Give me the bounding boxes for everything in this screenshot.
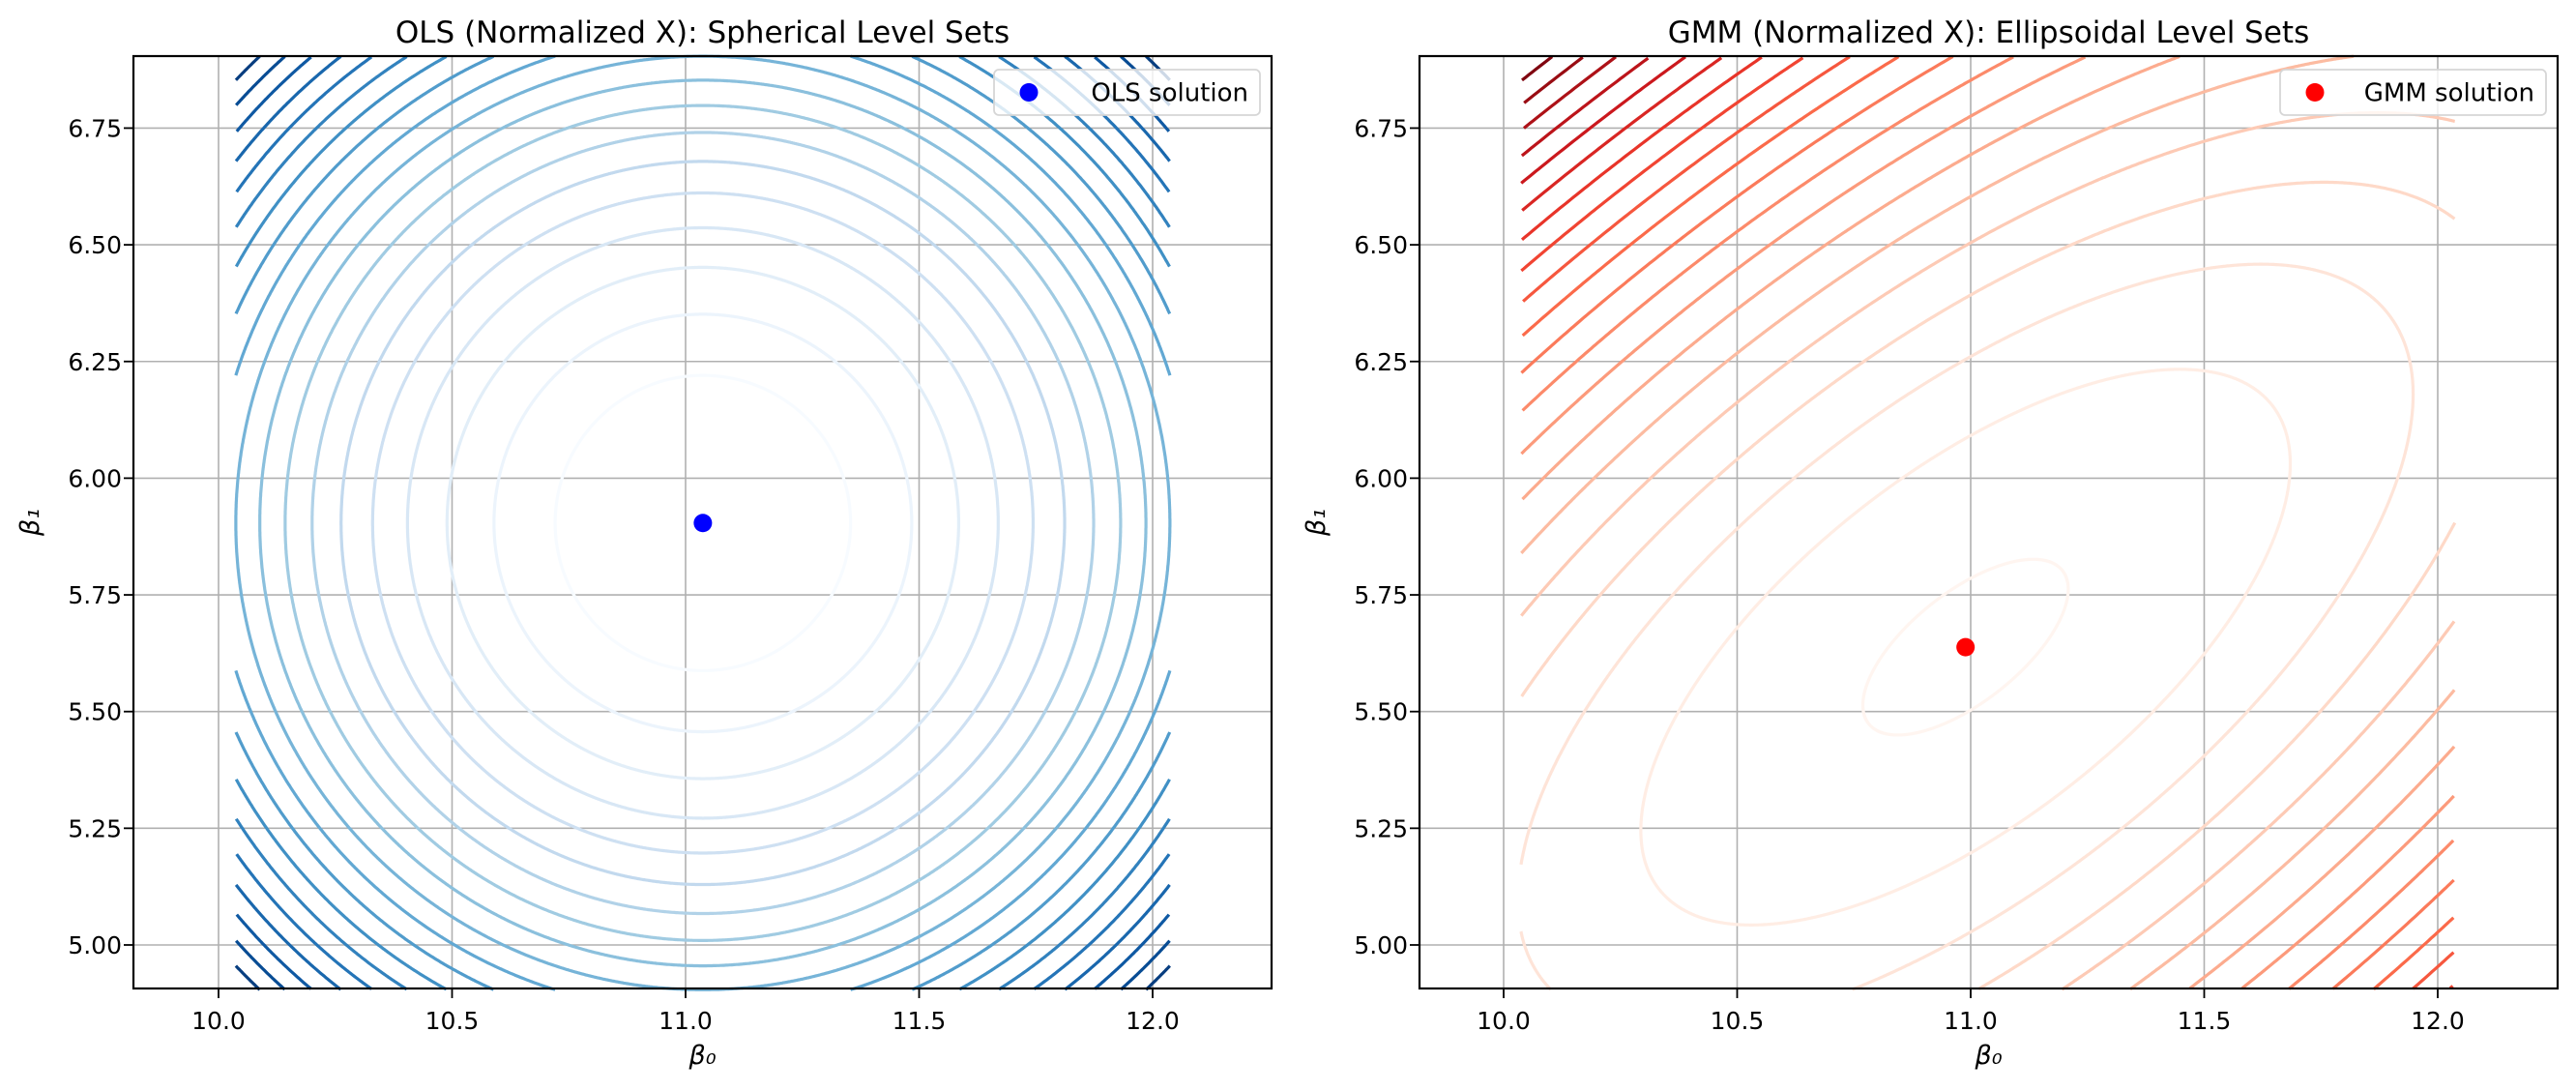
legend: OLS solution xyxy=(993,69,1261,116)
contour-level xyxy=(553,373,853,672)
ols-solution-marker xyxy=(693,514,713,533)
x-tick-label: 11.0 xyxy=(1944,1007,1998,1035)
x-tick-label: 12.0 xyxy=(1126,1007,1180,1035)
contour-level xyxy=(234,55,1171,991)
axes-frame xyxy=(1418,54,2560,990)
chart-title: GMM (Normalized X): Ellipsoidal Level Se… xyxy=(1668,15,2309,50)
legend-label: OLS solution xyxy=(1091,79,1248,108)
x-tick-label: 10.0 xyxy=(1477,1007,1531,1035)
x-axis-label: β₀ xyxy=(688,1041,716,1071)
y-tick-label: 6.75 xyxy=(1354,114,1408,142)
x-tick-label: 11.5 xyxy=(2178,1007,2232,1035)
y-axis-label: β₁ xyxy=(15,509,45,537)
contour-level xyxy=(258,78,1148,968)
contour-level xyxy=(1520,55,2455,989)
contour-level xyxy=(1520,55,1763,242)
x-tick-label: 10.5 xyxy=(425,1007,480,1035)
contour-level xyxy=(492,312,914,734)
contour-level xyxy=(234,55,1171,991)
legend-box xyxy=(2279,69,2547,116)
contour-level xyxy=(234,55,1171,991)
y-axis-label: β₁ xyxy=(1302,509,1332,537)
contour-level xyxy=(339,160,1067,887)
y-tick-label: 5.00 xyxy=(68,931,122,959)
grid xyxy=(1420,56,2558,988)
contour-level xyxy=(235,55,1171,990)
y-tick-label: 6.50 xyxy=(1354,231,1408,259)
x-axis-label: β₀ xyxy=(1974,1041,2002,1071)
contour-level xyxy=(283,103,1123,942)
gmm-solution-marker xyxy=(1956,637,1976,657)
contour-level xyxy=(234,54,1172,991)
contour-level xyxy=(1520,56,1650,158)
contour-level xyxy=(1521,55,2455,990)
gmm-contour-panel: 10.0 10.5 11.0 11.5 12.0 5.00 5.25 5.50 5.75 6.00… xyxy=(1302,15,2560,1071)
x-tick-label: 11.0 xyxy=(659,1007,713,1035)
x-tick-label: 10.0 xyxy=(191,1007,246,1035)
contour-level xyxy=(370,191,1035,855)
y-tick-label: 6.00 xyxy=(68,464,122,492)
contour-level xyxy=(1639,368,2293,927)
x-tick-label: 11.5 xyxy=(893,1007,947,1035)
y-tick-label: 6.00 xyxy=(1354,464,1408,492)
contour-level xyxy=(405,225,1000,820)
x-tick-label: 10.5 xyxy=(1711,1007,1765,1035)
y-tick-label: 5.50 xyxy=(68,698,122,726)
y-tick-label: 5.50 xyxy=(1354,698,1408,726)
contour-level xyxy=(1519,262,2415,991)
legend-marker xyxy=(2305,83,2325,102)
plot-area xyxy=(1420,56,2558,988)
contour-level xyxy=(1521,55,2455,990)
chart-title: OLS (Normalized X): Spherical Level Sets xyxy=(395,15,1010,50)
contour-level xyxy=(445,265,960,781)
contour-level xyxy=(1520,55,2455,990)
legend-label: GMM solution xyxy=(2364,79,2534,108)
contour-lines xyxy=(234,54,1172,991)
x-tick-label: 12.0 xyxy=(2411,1007,2465,1035)
contour-level xyxy=(1860,557,2070,737)
contour-level xyxy=(1521,54,2456,990)
contour-level xyxy=(1523,55,1584,104)
y-tick-label: 6.25 xyxy=(68,348,122,376)
y-tick-label: 6.25 xyxy=(1354,348,1408,376)
contour-level xyxy=(1520,180,2457,990)
legend-box xyxy=(993,69,1261,116)
contour-level xyxy=(234,54,1172,991)
y-tick-label: 6.75 xyxy=(68,114,122,142)
contour-level xyxy=(1522,55,2455,990)
y-tick-label: 5.00 xyxy=(1354,931,1408,959)
contour-level xyxy=(1521,55,1554,82)
contour-level xyxy=(1521,56,1723,212)
y-tick-label: 5.25 xyxy=(68,814,122,842)
y-tick-label: 5.25 xyxy=(1354,814,1408,842)
contour-level xyxy=(1520,55,1686,185)
y-tick-label: 5.75 xyxy=(68,581,122,609)
axes-frame xyxy=(132,54,1273,990)
contour-level xyxy=(1522,55,1617,130)
grid xyxy=(133,56,1272,988)
contour-level xyxy=(1520,54,2456,990)
contour-level xyxy=(234,54,1172,991)
y-tick-label: 5.75 xyxy=(1354,581,1408,609)
ols-contour-panel: 10.0 10.5 11.0 11.5 12.0 5.00 5.25 5.50 5.75 6.00… xyxy=(15,15,1273,1071)
legend: GMM solution xyxy=(2279,69,2547,116)
y-tick-label: 6.50 xyxy=(68,231,122,259)
contour-level xyxy=(310,131,1096,916)
legend-marker xyxy=(1019,83,1039,102)
